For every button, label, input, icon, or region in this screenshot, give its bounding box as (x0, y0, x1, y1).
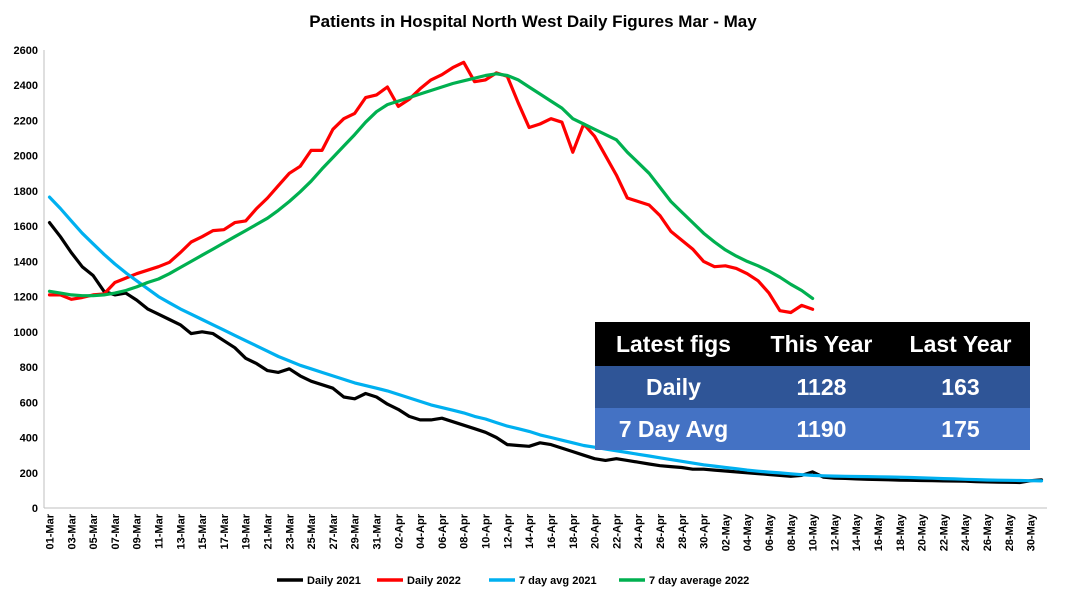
y-tick-label: 400 (20, 433, 38, 445)
y-tick-label: 2000 (14, 151, 38, 163)
x-tick-label: 25-Mar (306, 513, 318, 549)
y-tick-label: 2200 (14, 115, 38, 127)
x-tick-label: 30-May (1026, 513, 1038, 551)
x-tick-label: 30-Apr (699, 513, 711, 549)
x-tick-label: 20-Apr (590, 513, 602, 549)
legend-label: 7 day average 2022 (649, 575, 749, 587)
x-tick-label: 28-Apr (677, 513, 689, 549)
y-tick-label: 1400 (14, 256, 38, 268)
header-latest-figs: Latest figs (595, 322, 752, 366)
row-avg-last-year: 175 (890, 408, 1030, 450)
x-tick-label: 07-Mar (110, 513, 122, 549)
x-tick-label: 15-Mar (197, 513, 209, 549)
series-line-daily-2022 (47, 60, 815, 315)
y-axis: 0 200 400 600 800 1000 1200 1400 1600 1800 2000 220… (14, 45, 45, 515)
row-avg-this-year: 1190 (751, 408, 891, 450)
table-row-daily: Daily 1128 163 (595, 366, 1030, 408)
row-daily-label: Daily (595, 366, 752, 408)
y-tick-label: 2400 (14, 80, 38, 92)
row-daily-last-year: 163 (890, 366, 1030, 408)
x-tick-label: 12-May (829, 513, 841, 551)
x-tick-label: 28-May (1004, 513, 1016, 551)
x-axis: 01-Mar 03-Mar 05-Mar 07-Mar 09-Mar 11-Mar 13-M… (44, 507, 1047, 551)
x-tick-label: 24-May (960, 513, 972, 551)
x-tick-label: 04-May (742, 513, 754, 551)
series-lines (47, 60, 1044, 485)
legend-label: 7 day avg 2021 (519, 575, 597, 587)
row-avg-label: 7 Day Avg (595, 408, 752, 450)
x-tick-label: 04-Apr (415, 513, 427, 549)
x-tick-label: 02-May (720, 513, 732, 551)
latest-figures-table: Latest figs This Year Last Year Daily 11… (595, 322, 1030, 450)
x-tick-label: 14-Apr (524, 513, 536, 549)
x-tick-label: 14-May (851, 513, 863, 551)
x-tick-label: 10-Apr (481, 513, 493, 549)
y-tick-label: 200 (20, 468, 38, 480)
x-tick-label: 06-May (764, 513, 776, 551)
y-tick-label: 1600 (14, 221, 38, 233)
x-tick-label: 08-May (786, 513, 798, 551)
x-tick-label: 31-Mar (372, 513, 384, 549)
table-row-7-day-avg: 7 Day Avg 1190 175 (595, 408, 1030, 450)
x-tick-label: 02-Apr (393, 513, 405, 549)
series-line-7-day-average-2022 (47, 72, 815, 300)
x-tick-label: 23-Mar (284, 513, 296, 549)
row-daily-this-year: 1128 (751, 366, 891, 408)
legend-label: Daily 2021 (307, 575, 361, 587)
x-tick-label: 26-Apr (655, 513, 667, 549)
x-tick-label: 18-Apr (568, 513, 580, 549)
y-tick-label: 800 (20, 362, 38, 374)
x-tick-label: 16-Apr (546, 513, 558, 549)
x-tick-label: 26-May (982, 513, 994, 551)
series-line-daily-2021 (47, 221, 1044, 485)
y-tick-label: 1000 (14, 327, 38, 339)
x-tick-label: 20-May (917, 513, 929, 551)
x-tick-label: 03-Mar (66, 513, 78, 549)
x-tick-label: 10-May (808, 513, 820, 551)
y-tick-label: 600 (20, 397, 38, 409)
x-tick-label: 22-Apr (611, 513, 623, 549)
x-tick-label: 19-Mar (241, 513, 253, 549)
x-tick-label: 05-Mar (88, 513, 100, 549)
table-header-row: Latest figs This Year Last Year (595, 322, 1030, 366)
y-tick-label: 2600 (14, 45, 38, 57)
chart-title: Patients in Hospital North West Daily Fi… (309, 12, 757, 31)
x-tick-label: 21-Mar (262, 513, 274, 549)
x-tick-label: 17-Mar (219, 513, 231, 549)
x-tick-label: 09-Mar (132, 513, 144, 549)
header-this-year: This Year (751, 322, 891, 366)
legend-label: Daily 2022 (407, 575, 461, 587)
x-tick-label: 27-Mar (328, 513, 340, 549)
legend: Daily 2021 Daily 2022 7 day avg 2021 7 day … (277, 575, 749, 587)
x-tick-label: 22-May (938, 513, 950, 551)
x-tick-label: 08-Apr (459, 513, 471, 549)
x-tick-label: 24-Apr (633, 513, 645, 549)
y-tick-label: 1200 (14, 292, 38, 304)
x-tick-label: 29-Mar (350, 513, 362, 549)
y-tick-label: 0 (32, 503, 38, 515)
header-last-year: Last Year (890, 322, 1030, 366)
x-tick-label: 18-May (895, 513, 907, 551)
x-tick-label: 12-Apr (502, 513, 514, 549)
x-tick-label: 11-Mar (153, 513, 165, 549)
x-tick-label: 01-Mar (44, 513, 56, 549)
x-tick-label: 16-May (873, 513, 885, 551)
x-tick-label: 13-Mar (175, 513, 187, 549)
series-line-7-day-avg-2021 (47, 195, 1044, 483)
x-tick-label: 06-Apr (437, 513, 449, 549)
y-tick-label: 1800 (14, 186, 38, 198)
